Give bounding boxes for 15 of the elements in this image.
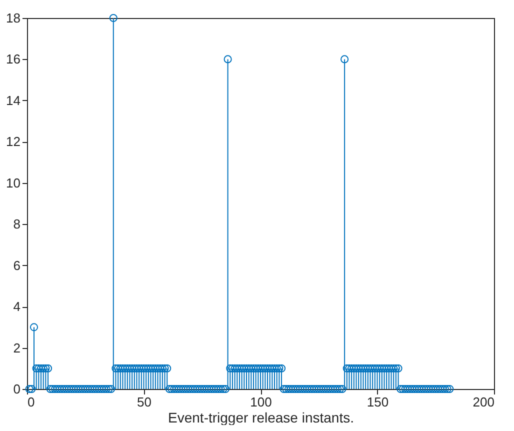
x-tick-label: 200: [472, 394, 494, 410]
x-tick-label: 50: [137, 394, 152, 410]
y-tick-label: 4: [13, 299, 20, 314]
y-tick-label: 10: [6, 175, 20, 190]
y-tick-label: 6: [13, 258, 20, 273]
y-tick-label: 8: [13, 216, 20, 232]
y-tick-label: 18: [6, 10, 20, 26]
y-tick-label: 16: [6, 52, 20, 67]
x-tick-label: 100: [250, 394, 272, 410]
x-tick-label: 150: [366, 394, 389, 410]
y-tick-label: 14: [6, 92, 20, 108]
y-tick-label: 2: [13, 340, 20, 356]
y-tick-label: 12: [6, 134, 20, 150]
y-tick-label: 0: [13, 382, 20, 396]
x-tick-label: 0: [28, 394, 35, 410]
